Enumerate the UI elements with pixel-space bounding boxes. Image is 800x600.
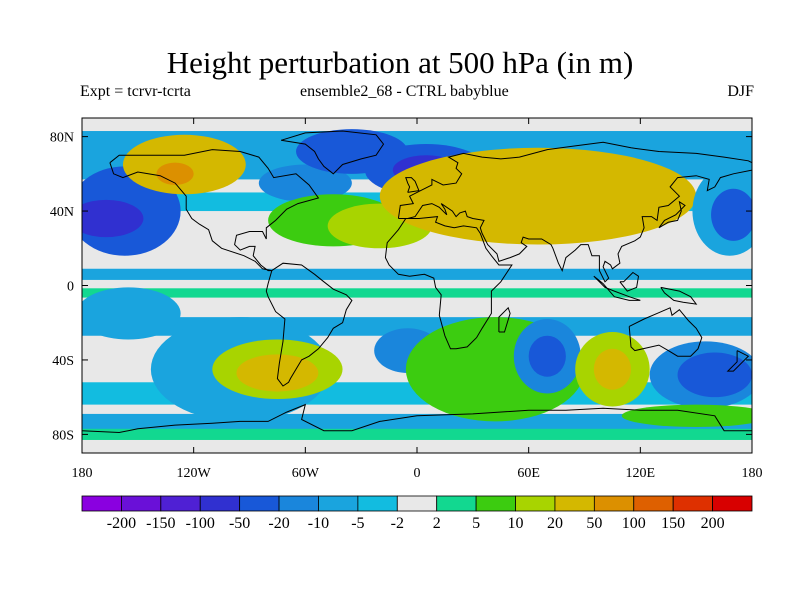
colorbar-swatch [396, 495, 438, 512]
season-label: DJF [727, 83, 754, 100]
colorbar-label: 100 [622, 515, 646, 532]
chart-title: Height perturbation at 500 hPa (in m) [166, 45, 634, 80]
field-region [156, 162, 194, 185]
colorbar-label: -20 [268, 515, 289, 532]
colorbar-label: -2 [391, 515, 404, 532]
antarctica-coast [82, 403, 752, 434]
borneo-coast [619, 271, 640, 292]
colorbar-label: 10 [508, 515, 524, 532]
colorbar-swatch [357, 495, 398, 512]
x-tick-label: 60E [517, 466, 540, 481]
colorbar-swatch [81, 495, 122, 512]
field-region [82, 287, 181, 340]
colorbar-swatch [121, 495, 162, 512]
x-tick-label: 180 [72, 466, 93, 481]
colorbar-label: 5 [472, 515, 480, 532]
x-tick-label: 60W [292, 466, 320, 481]
field-region [528, 335, 566, 377]
field-region [379, 147, 697, 245]
colorbar-label: -5 [351, 515, 364, 532]
field-region [677, 352, 752, 398]
japan-coast [658, 200, 686, 229]
field-band [82, 288, 752, 298]
axis-ticks: 180 120W 60W 0 60E 120E 180 80N 40N 0 40S 80S [50, 118, 763, 481]
colorbar-label: 200 [701, 515, 725, 532]
height-field [82, 118, 752, 453]
x-tick-label: 0 [414, 466, 421, 481]
colorbar-swatch [712, 495, 753, 512]
colorbar-label: -200 [107, 515, 136, 532]
ensemble-label: ensemble2_68 - CTRL babyblue [300, 83, 509, 100]
x-tick-label: 180 [742, 466, 763, 481]
madagascar-coast [498, 306, 511, 333]
uk-coast [405, 177, 420, 193]
colorbar-label: -150 [146, 515, 175, 532]
colorbar-swatch [672, 495, 713, 512]
x-tick-label: 120E [626, 466, 656, 481]
colorbar-swatch [199, 495, 241, 512]
colorbar-swatch [475, 495, 516, 512]
coastlines [82, 130, 752, 434]
field-region [236, 354, 319, 392]
colorbar-label: 50 [586, 515, 602, 532]
experiment-label: Expt = tcrvr-tcrta [80, 83, 191, 100]
eurasia-coast [397, 141, 752, 283]
field-region [711, 188, 752, 241]
colorbar-swatch [318, 495, 359, 512]
colorbar-swatch [593, 495, 635, 512]
australia-coast [628, 307, 703, 357]
colorbar: -200 -150 -100 -50 -20 -10 -5 -2 2 5 10 20 50 100 150 2… [81, 495, 753, 532]
y-tick-label: 0 [67, 280, 74, 295]
field-region [258, 164, 352, 202]
field-region [82, 199, 144, 238]
colorbar-label: 150 [661, 515, 685, 532]
y-tick-label: 40N [50, 205, 74, 220]
greenland-coast [280, 130, 385, 175]
colorbar-swatch [239, 495, 280, 512]
colorbar-swatch [436, 495, 477, 512]
colorbar-label: 2 [433, 515, 441, 532]
indonesia-coast [593, 275, 641, 301]
colorbar-label: -50 [229, 515, 250, 532]
colorbar-swatch [515, 495, 556, 512]
field-band [82, 428, 752, 440]
colorbar-label: -100 [186, 515, 215, 532]
new-zealand-coast [726, 350, 750, 372]
africa-coast [384, 216, 513, 350]
field-band [82, 268, 752, 280]
x-tick-label: 120W [177, 466, 212, 481]
south-america-coast [265, 262, 353, 387]
north-america-coast [109, 149, 320, 272]
y-tick-label: 80S [52, 428, 74, 443]
y-tick-label: 80N [50, 131, 74, 146]
field-region [621, 404, 752, 427]
colorbar-label: 20 [547, 515, 563, 532]
colorbar-label: -10 [308, 515, 329, 532]
colorbar-swatch [554, 495, 595, 512]
new-guinea-coast [660, 286, 698, 305]
colorbar-swatch [633, 495, 674, 512]
colorbar-swatch [278, 495, 319, 512]
colorbar-swatch [160, 495, 201, 512]
y-tick-label: 40S [52, 354, 74, 369]
field-region [593, 348, 632, 390]
